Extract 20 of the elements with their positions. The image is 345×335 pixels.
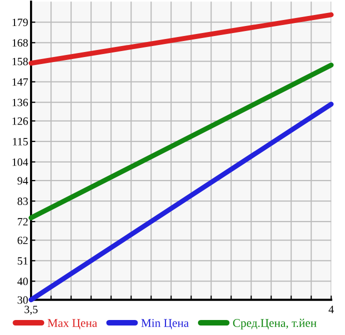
y-tick-label: 51 <box>18 257 28 265</box>
y-tick-label: 104 <box>12 158 28 166</box>
legend-label: Сред.Цена, т.йен <box>233 318 316 330</box>
y-tick-label: 158 <box>12 58 28 66</box>
y-tick-label: 147 <box>12 78 28 86</box>
y-tick-label: 40 <box>17 278 28 286</box>
y-tick-label: 94 <box>18 177 28 185</box>
x-tick-label: 4 <box>328 306 334 314</box>
y-tick-label: 126 <box>12 117 28 125</box>
y-tick-label: 62 <box>18 236 28 244</box>
y-tick-label: 179 <box>12 18 28 26</box>
y-tick-label: 168 <box>12 39 28 47</box>
y-tick-label: 30 <box>18 296 28 304</box>
x-tick-label: 3,5 <box>24 306 38 315</box>
y-tick-label: 83 <box>18 198 28 206</box>
legend-label: Max Цена <box>48 319 98 330</box>
y-tick-label: 115 <box>13 138 28 146</box>
y-tick-label: 136 <box>12 98 28 106</box>
legend-label: Min Цена <box>141 319 189 330</box>
y-tick-label: 72 <box>18 218 28 226</box>
